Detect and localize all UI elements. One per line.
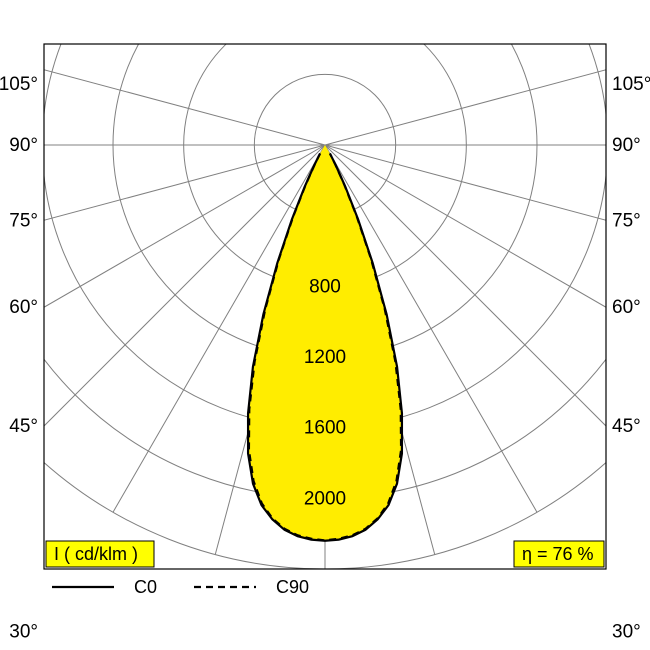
angle-label: 75° <box>612 210 641 231</box>
units-label: I ( cd/klm ) <box>54 544 138 564</box>
angle-label: 75° <box>9 210 38 231</box>
legend-c0: C0 <box>134 577 157 597</box>
ring-label: 800 <box>309 276 341 297</box>
angle-label: 30° <box>9 622 38 643</box>
angle-label: 60° <box>612 297 641 318</box>
angle-label: 105° <box>0 74 38 95</box>
angle-label: 90° <box>9 135 38 156</box>
angle-label: 90° <box>612 135 641 156</box>
legend-c90: C90 <box>276 577 309 597</box>
efficiency-label: η = 76 % <box>522 544 594 564</box>
angle-label: 30° <box>612 622 641 643</box>
angle-label: 60° <box>9 297 38 318</box>
angle-label: 45° <box>612 416 641 437</box>
angle-label: 105° <box>612 74 650 95</box>
ring-label: 1600 <box>304 418 346 439</box>
ring-label: 2000 <box>304 488 346 509</box>
ring-label: 1200 <box>304 347 346 368</box>
angle-label: 45° <box>9 416 38 437</box>
